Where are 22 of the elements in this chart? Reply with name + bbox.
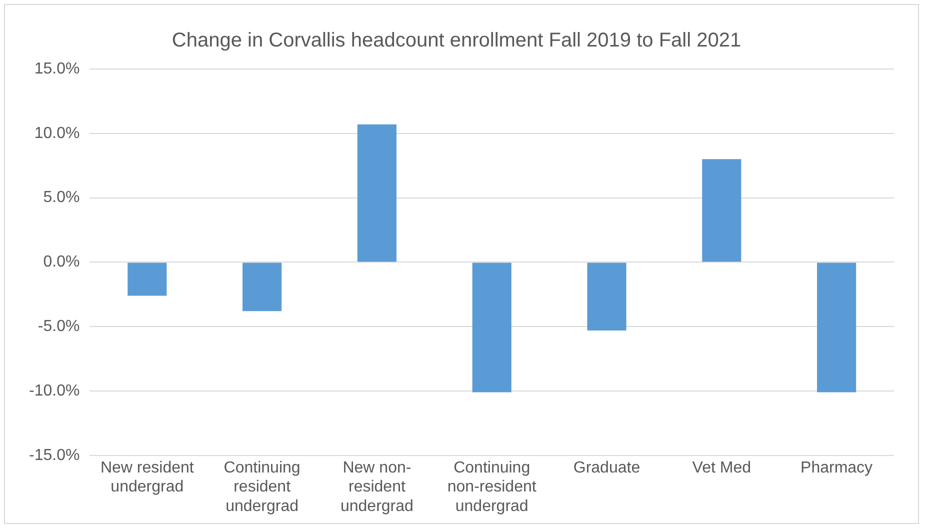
y-tick-label: -5.0%: [38, 318, 80, 336]
bar: [472, 262, 512, 392]
x-tick-label: New resident undergrad: [100, 459, 194, 496]
bar: [357, 124, 396, 262]
bar: [128, 262, 167, 296]
y-tick-label: 10.0%: [34, 124, 80, 142]
y-tick-label: -15.0%: [28, 446, 80, 464]
x-tick-label: Graduate: [573, 459, 640, 476]
bar: [702, 159, 742, 262]
x-tick-label: New non-resident undergrad: [340, 459, 414, 515]
chart-title: Change in Corvallis headcount enrollment Fall 2019 to Fall 2021: [172, 30, 742, 52]
y-tick-label: 5.0%: [43, 189, 80, 206]
bar: [242, 262, 282, 312]
x-tick-label: Pharmacy: [800, 459, 873, 476]
bar: [817, 262, 856, 392]
y-tick-label: 0.0%: [43, 254, 80, 271]
x-tick-label: Vet Med: [692, 459, 751, 476]
x-tick-label: Continuing resident undergrad: [224, 459, 300, 515]
y-tick-label: 15.0%: [34, 60, 80, 78]
y-tick-label: -10.0%: [28, 382, 80, 400]
x-tick-label: Continuing non-resident undergrad: [447, 459, 537, 515]
bar: [587, 262, 626, 330]
